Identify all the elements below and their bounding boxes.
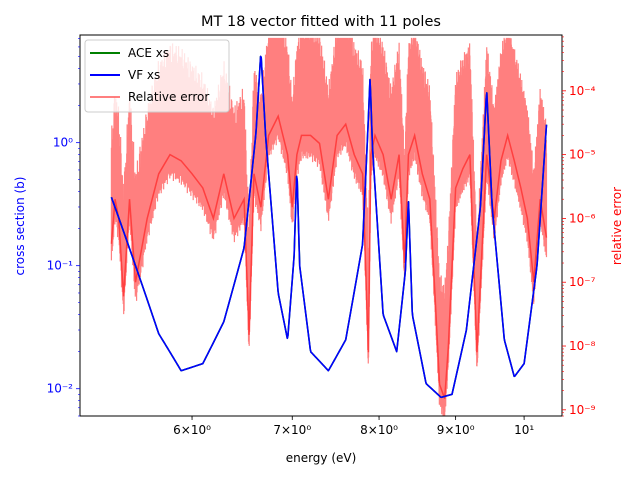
plot-frame [79, 34, 563, 417]
x-tick-label: 6×10⁰ [173, 423, 211, 437]
x-tick-label: 8×10⁰ [360, 423, 398, 437]
y2-axis-label: relative error [610, 187, 624, 265]
y-axis-right: 10⁻⁹ 10⁻⁸ 10⁻⁷ 10⁻⁶ 10⁻⁵ 10⁻⁴ [562, 36, 596, 417]
series-relative-error-envelope [110, 114, 548, 399]
y2-tick-label: 10⁻⁴ [569, 84, 596, 98]
x-tick-label: 9×10⁰ [437, 423, 475, 437]
y2-tick-label: 10⁻⁷ [569, 275, 596, 289]
legend-label-ace-xs: ACE xs [128, 46, 169, 60]
y-tick-label: 10⁰ [53, 136, 73, 150]
x-axis-label: energy (eV) [286, 451, 357, 465]
x-axis: 6×10⁰ 7×10⁰ 8×10⁰ 9×10⁰ 10¹ [173, 416, 534, 437]
y2-tick-label: 10⁻⁸ [569, 339, 596, 353]
x-tick-label: 7×10⁰ [273, 423, 311, 437]
y-tick-label: 10⁻² [47, 382, 74, 396]
y-axis-label: cross section (b) [13, 177, 27, 276]
legend-box [84, 39, 230, 113]
x-tick-label: 10¹ [514, 423, 534, 437]
y-axis-left: 10⁻² 10⁻¹ 10⁰ [47, 38, 80, 417]
cross-section-layer [110, 55, 548, 399]
y-tick-label: 10⁻¹ [47, 259, 74, 273]
series-vf-xs [110, 55, 548, 399]
legend-label-relative-error: Relative error [128, 90, 209, 104]
y2-tick-label: 10⁻⁹ [569, 403, 596, 417]
legend: ACE xs VF xs Relative error [84, 39, 230, 113]
y2-tick-label: 10⁻⁶ [569, 211, 596, 225]
chart-title: MT 18 vector fitted with 11 poles [201, 14, 441, 30]
legend-label-vf-xs: VF xs [128, 68, 160, 82]
y2-tick-label: 10⁻⁵ [569, 148, 596, 162]
